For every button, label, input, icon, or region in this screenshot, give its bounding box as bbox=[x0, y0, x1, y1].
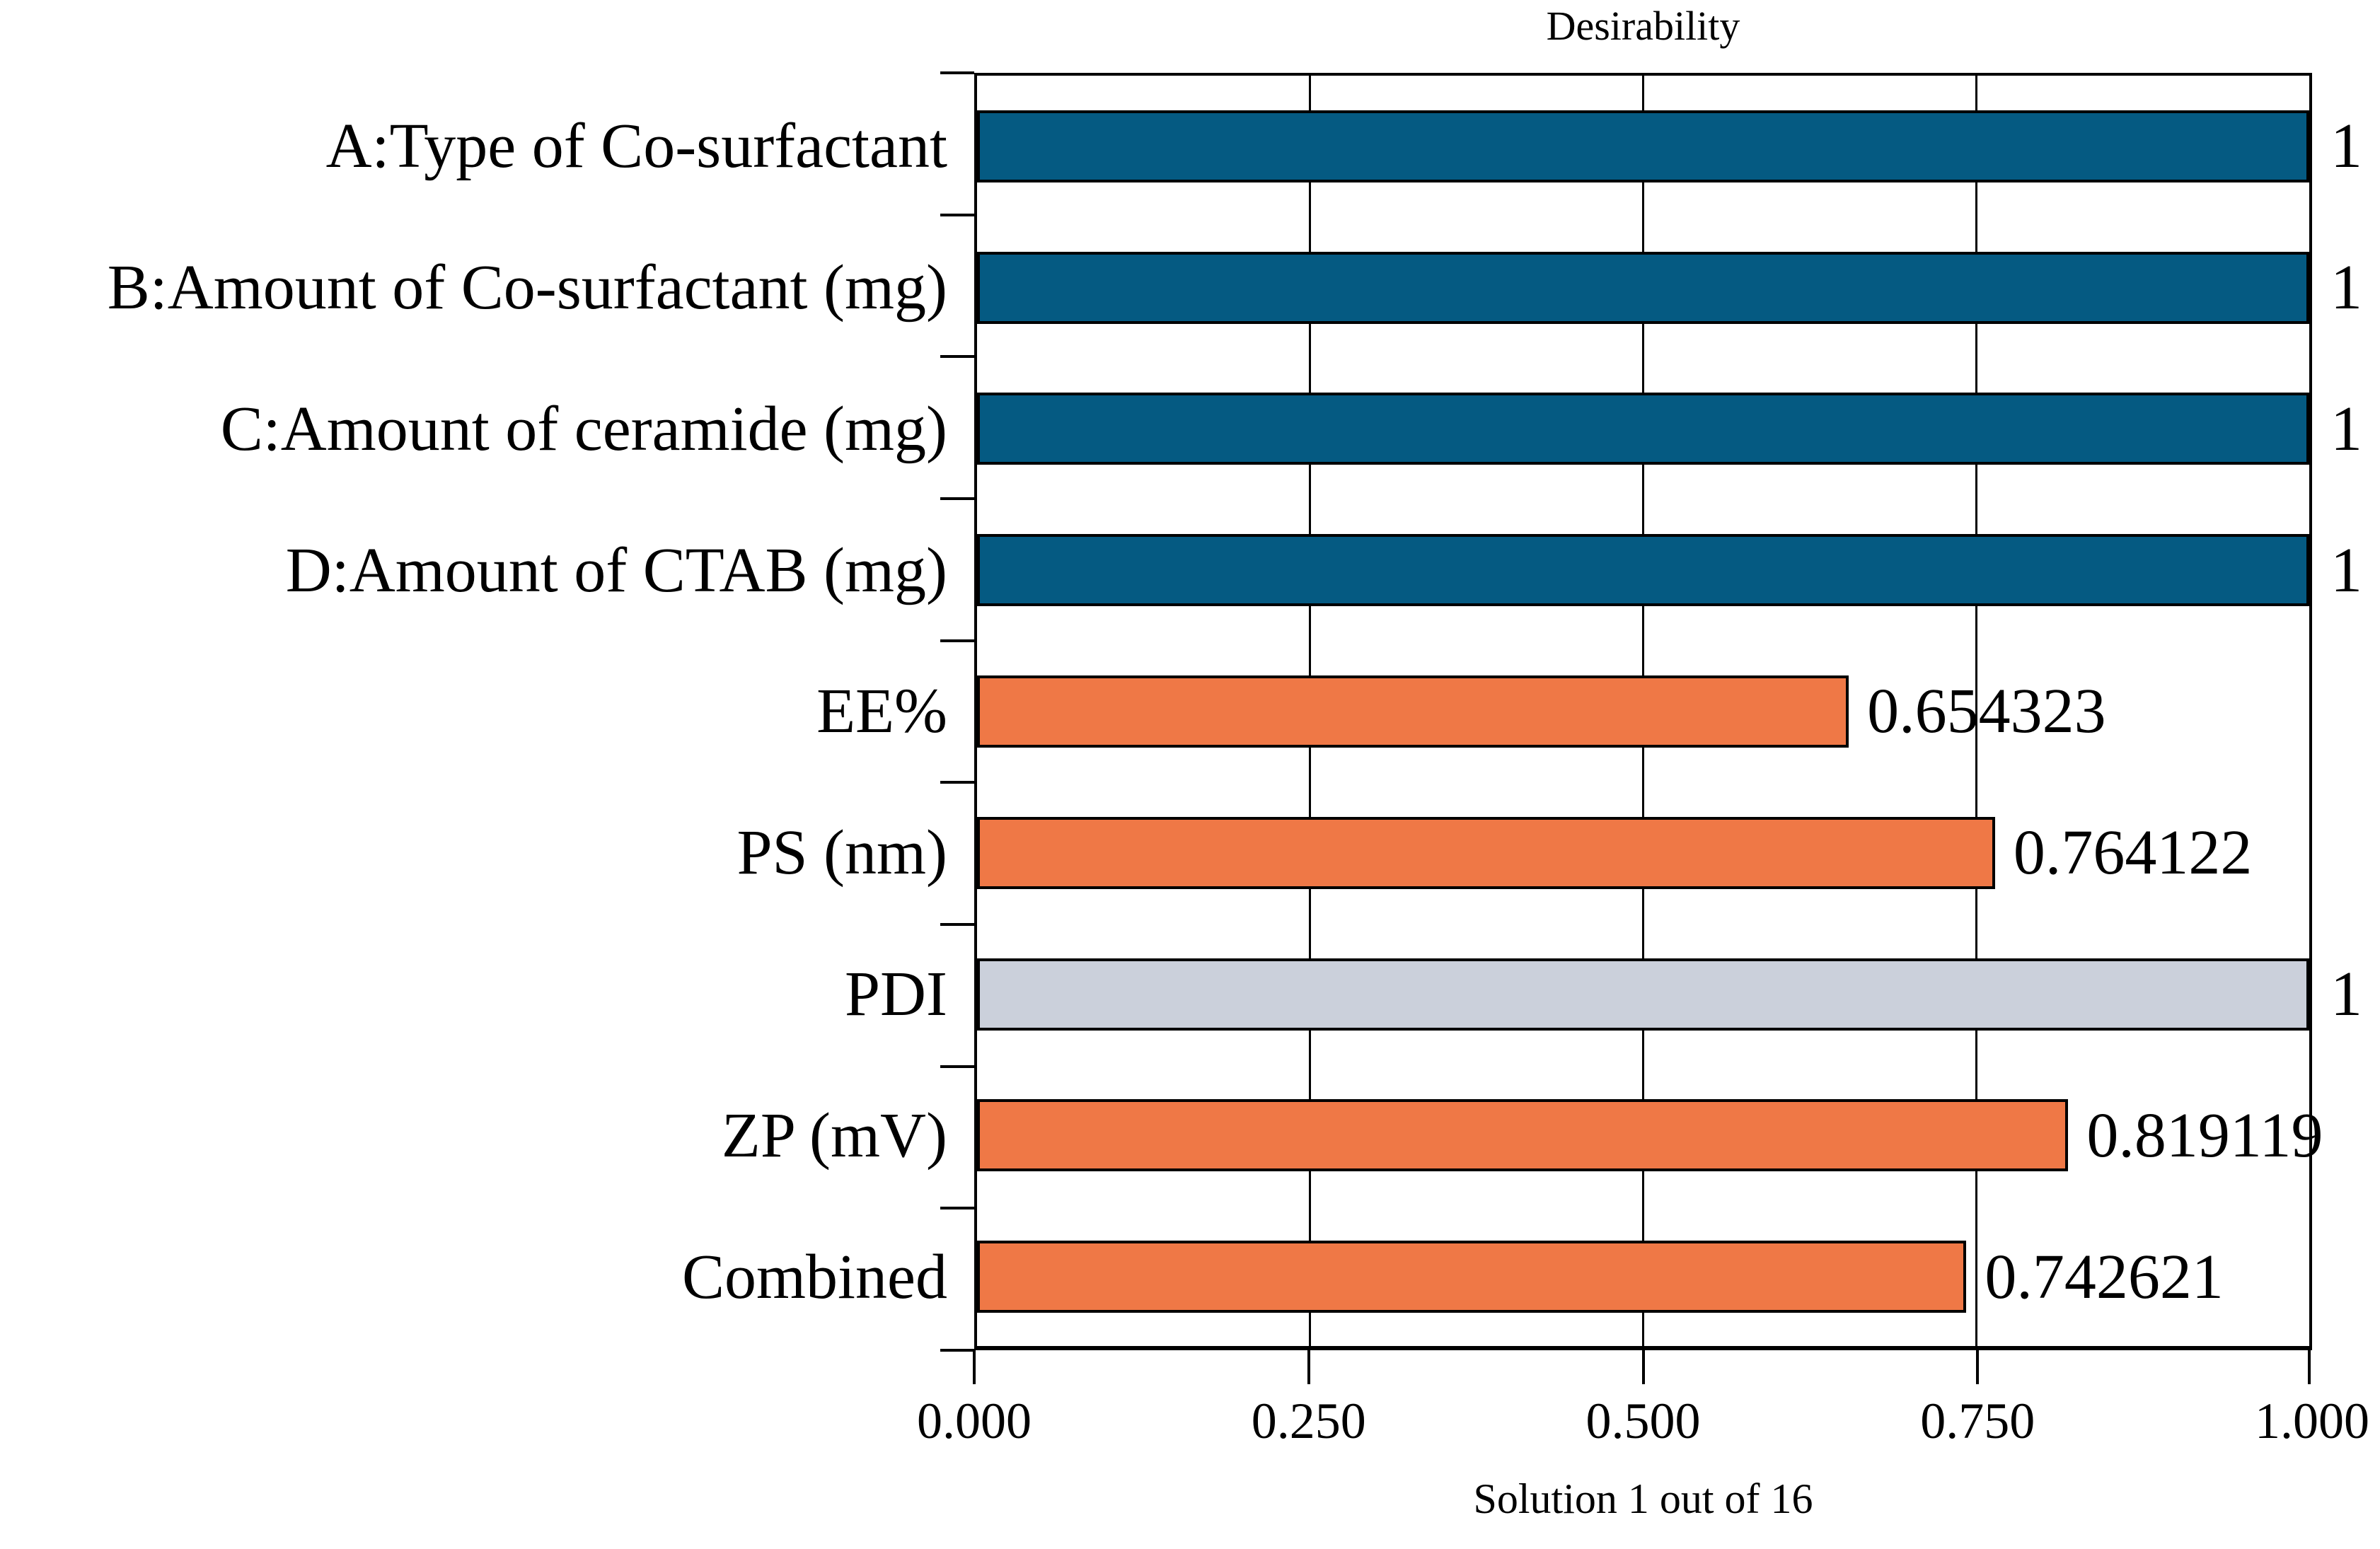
x-axis-tick bbox=[1976, 1350, 1980, 1384]
plot-area bbox=[974, 73, 2312, 1350]
bar-combined bbox=[977, 1241, 1967, 1313]
bar-pdi bbox=[977, 958, 2309, 1031]
category-label-combined: Combined bbox=[682, 1241, 947, 1312]
value-label-zp-mv: 0.819119 bbox=[2086, 1100, 2323, 1171]
bar-ee bbox=[977, 675, 1849, 748]
y-axis-tick bbox=[940, 213, 974, 216]
y-axis-tick bbox=[940, 71, 974, 74]
x-tick-label-1.000: 1.000 bbox=[2255, 1393, 2369, 1449]
y-axis-tick bbox=[940, 1064, 974, 1068]
y-axis-tick bbox=[940, 497, 974, 500]
y-axis-tick bbox=[940, 355, 974, 359]
x-tick-label-0.250: 0.250 bbox=[1251, 1393, 1366, 1449]
y-axis-tick bbox=[940, 1349, 974, 1352]
value-label-d-amount-of-ctab-mg: 1 bbox=[2330, 535, 2362, 605]
x-tick-label-0.750: 0.750 bbox=[1920, 1393, 2035, 1449]
value-label-a-type-of-co-surfactant: 1 bbox=[2330, 111, 2362, 182]
x-tick-label-0.000: 0.000 bbox=[917, 1393, 1032, 1449]
value-label-c-amount-of-ceramide-mg: 1 bbox=[2330, 393, 2362, 464]
bar-a-type-of-co-surfactant bbox=[977, 110, 2309, 182]
category-label-ps-nm: PS (nm) bbox=[736, 818, 947, 888]
bar-d-amount-of-ctab-mg bbox=[977, 534, 2309, 607]
bar-ps-nm bbox=[977, 816, 1995, 889]
category-label-zp-mv: ZP (mV) bbox=[721, 1100, 947, 1171]
category-label-d-amount-of-ctab-mg: D:Amount of CTAB (mg) bbox=[285, 535, 947, 605]
bar-c-amount-of-ceramide-mg bbox=[977, 393, 2309, 465]
chart-caption: Solution 1 out of 16 bbox=[1473, 1475, 1813, 1522]
x-tick-label-0.500: 0.500 bbox=[1585, 1393, 1701, 1449]
bar-b-amount-of-co-surfactant-mg bbox=[977, 251, 2309, 324]
bar-zp-mv bbox=[977, 1099, 2069, 1172]
category-label-b-amount-of-co-surfactant-mg: B:Amount of Co-surfactant (mg) bbox=[107, 253, 947, 323]
y-axis-tick bbox=[940, 639, 974, 642]
gridline bbox=[1975, 76, 1977, 1346]
y-axis-tick bbox=[940, 781, 974, 784]
category-label-pdi: PDI bbox=[844, 959, 947, 1030]
category-label-c-amount-of-ceramide-mg: C:Amount of ceramide (mg) bbox=[220, 393, 947, 464]
x-axis-tick bbox=[1307, 1350, 1310, 1384]
value-label-combined: 0.742621 bbox=[1985, 1241, 2224, 1312]
value-label-ps-nm: 0.764122 bbox=[2013, 818, 2253, 888]
category-label-ee: EE% bbox=[816, 676, 947, 747]
category-label-a-type-of-co-surfactant: A:Type of Co-surfactant bbox=[325, 111, 947, 182]
x-axis-tick bbox=[973, 1350, 976, 1384]
y-axis-tick bbox=[940, 923, 974, 926]
value-label-b-amount-of-co-surfactant-mg: 1 bbox=[2330, 253, 2362, 323]
value-label-ee: 0.654323 bbox=[1867, 676, 2106, 747]
x-axis-tick bbox=[2308, 1350, 2311, 1384]
y-axis-tick bbox=[940, 1207, 974, 1210]
x-axis-tick bbox=[1641, 1350, 1645, 1384]
chart-title: Desirability bbox=[1546, 3, 1740, 49]
value-label-pdi: 1 bbox=[2330, 959, 2362, 1030]
